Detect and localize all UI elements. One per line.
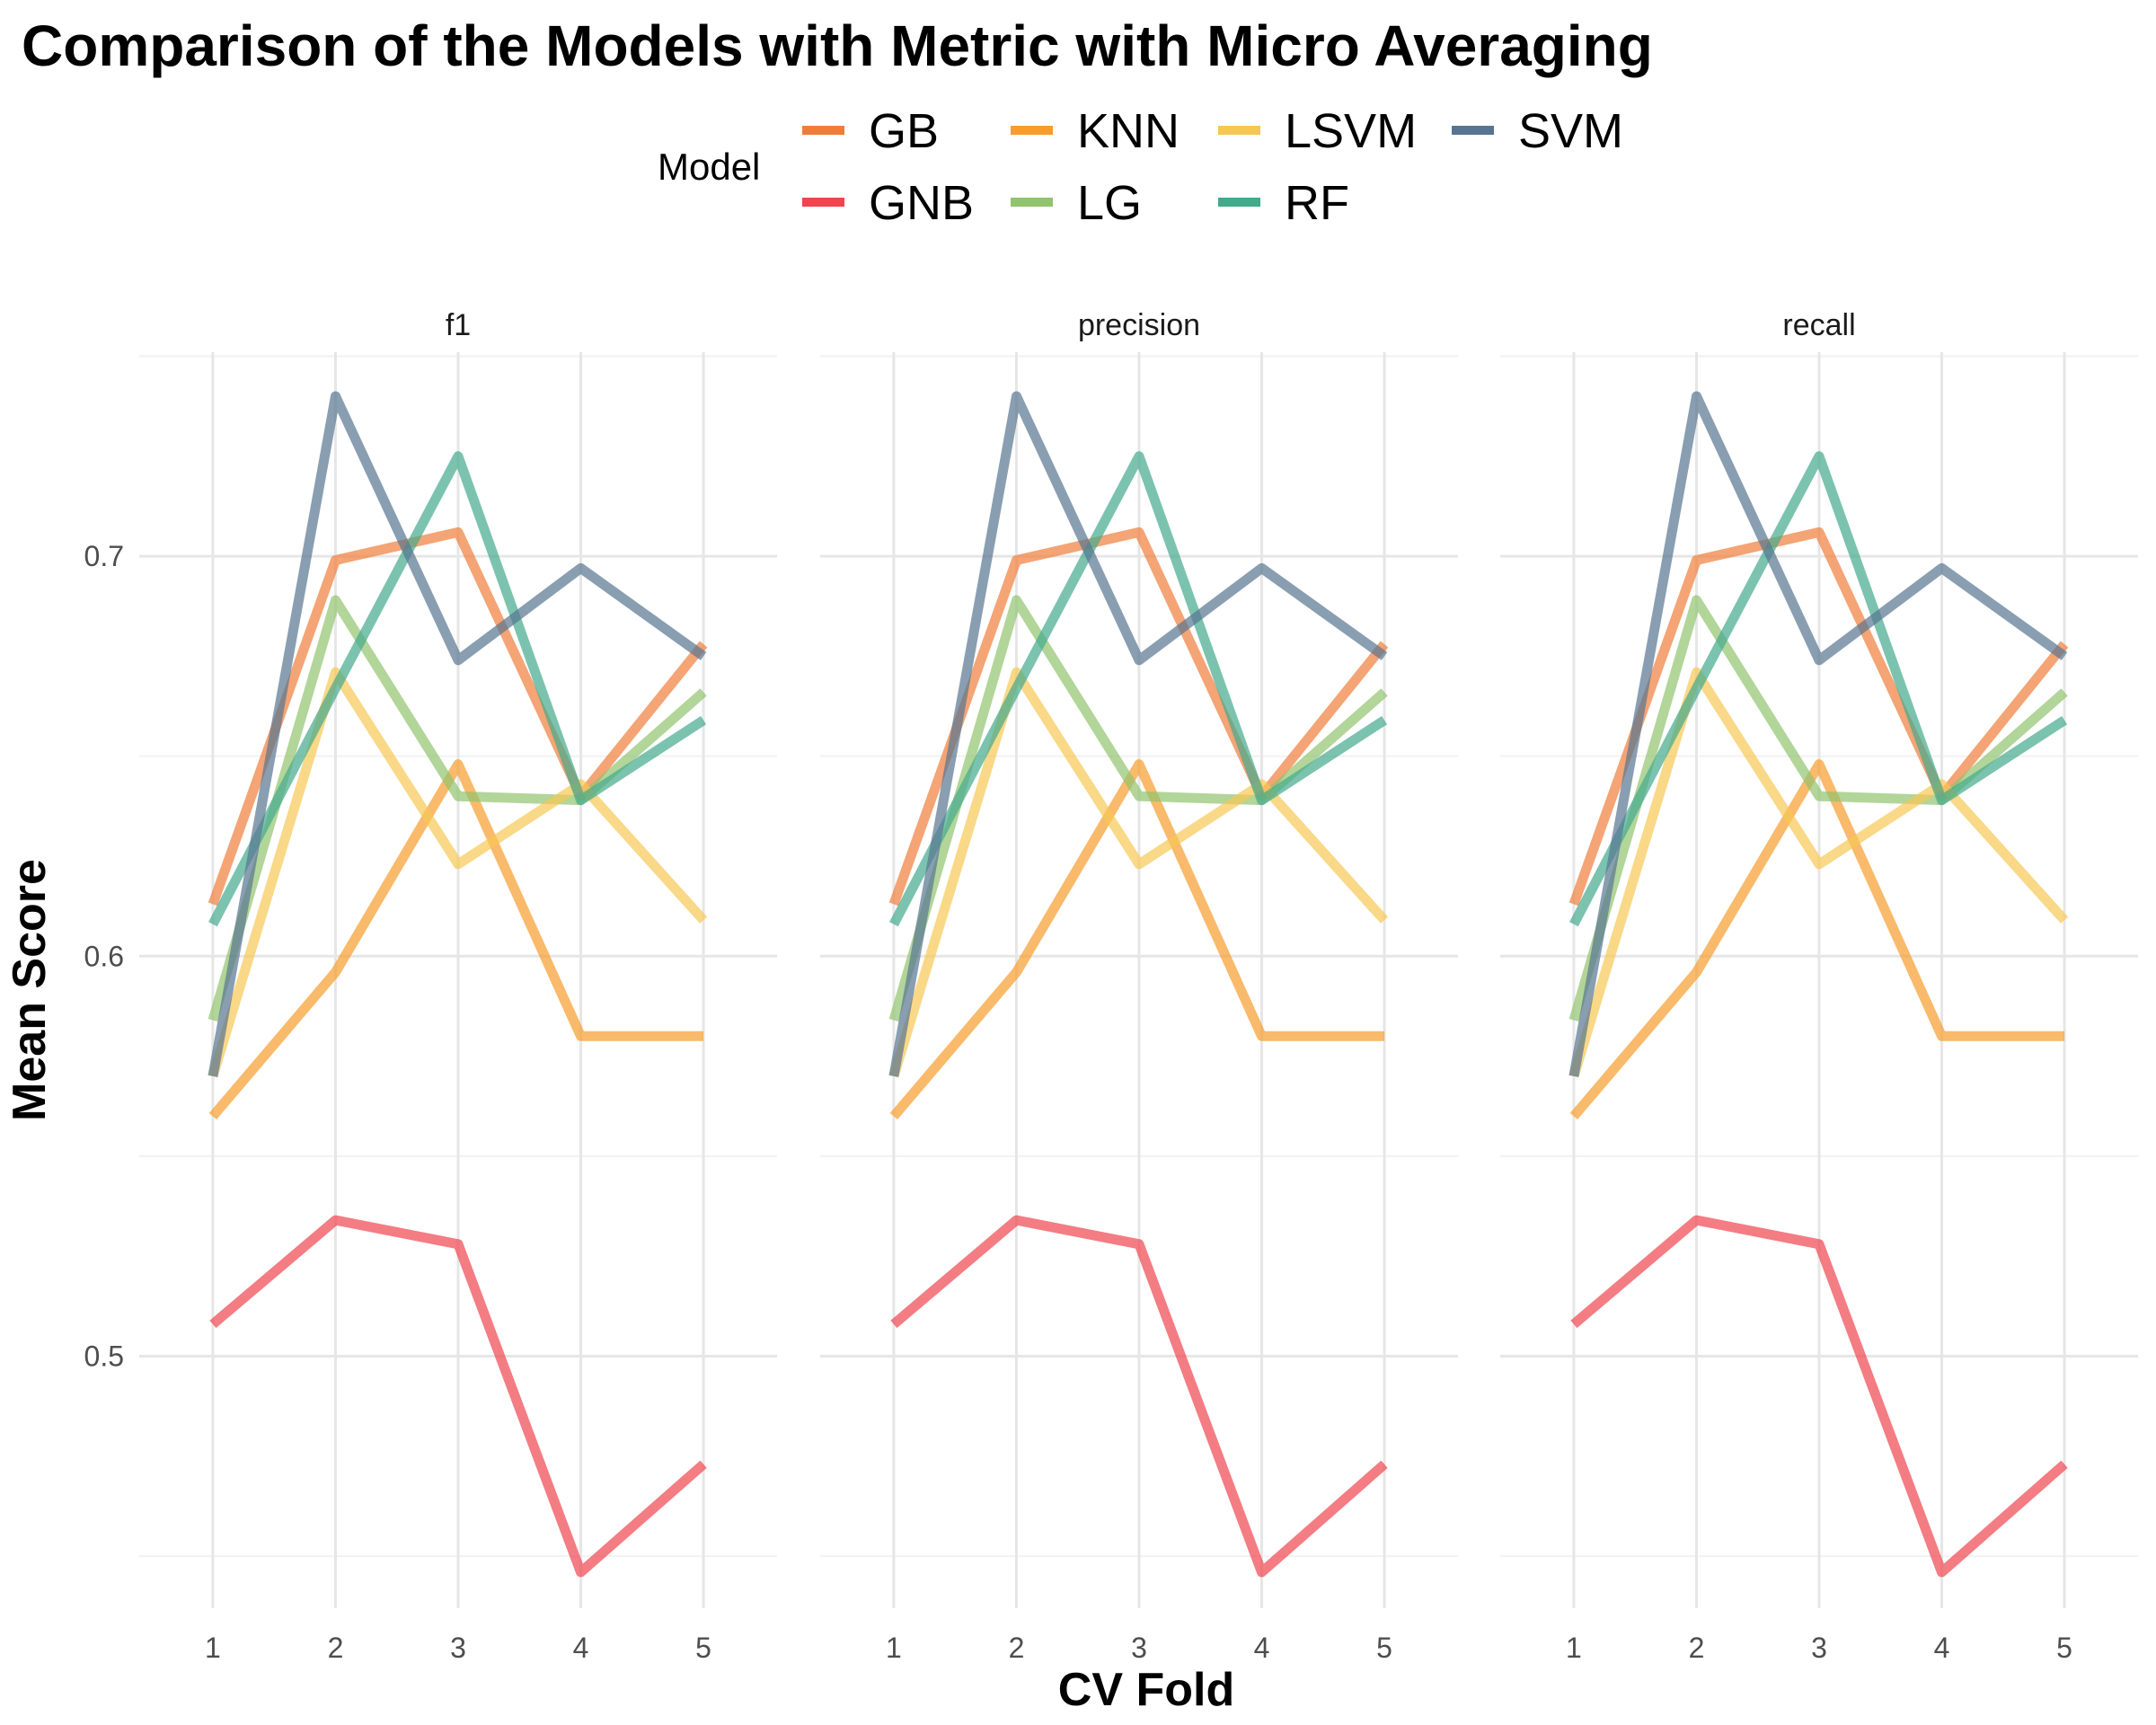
x-tick-label: 5 [1376,1632,1392,1664]
legend-label-lsvm: LSVM [1285,104,1417,158]
x-tick-label: 1 [1566,1632,1582,1664]
x-tick-label: 4 [1934,1632,1950,1664]
legend-label-gb: GB [869,104,939,158]
series-line-gnb [890,1215,1388,1578]
series-line-svm [1568,391,2068,1077]
series-line-gnb [1570,1215,2068,1578]
panel-f1: f1 1 2 3 4 5 0.5 0.6 0.7 [84,308,777,1664]
series-line-lg [1568,595,2068,1022]
x-tick-label: 2 [328,1632,344,1664]
series-line-knn [889,759,1385,1119]
series-line-gb [888,526,1389,907]
series-line-rf [1569,451,2068,927]
x-tick-label: 5 [695,1632,711,1664]
x-tick-label: 2 [1689,1632,1705,1664]
legend-title: Model [658,146,760,188]
legend-label-rf: RF [1285,176,1349,230]
series-line-gnb [209,1215,707,1578]
x-tick-label: 1 [205,1632,221,1664]
x-tick-label: 1 [886,1632,902,1664]
facet-label: recall [1782,308,1855,342]
series-line-lsvm [1568,667,2069,1078]
series-line-rf [889,451,1388,927]
series-line-lsvm [888,667,1389,1078]
facet-panels: f1 1 2 3 4 5 0.5 0.6 0.7 precision 1 2 3 4 5 recall 1 2 3 4… [84,308,2138,1664]
panel-precision: precision 1 2 3 4 5 [820,308,1458,1664]
x-tick-label: 3 [450,1632,466,1664]
chart-title: Comparison of the Models with Metric wit… [22,13,1653,78]
y-tick-label: 0.7 [84,540,124,572]
y-axis-title: Mean Score [4,859,56,1121]
series-line-lg [888,595,1388,1022]
x-tick-label: 3 [1811,1632,1827,1664]
panel-recall: recall 1 2 3 4 5 [1500,308,2138,1664]
legend-label-lg: LG [1077,176,1142,230]
series-line-svm [208,391,707,1077]
x-tick-label: 4 [573,1632,589,1664]
facet-label: precision [1078,308,1200,342]
series-line-svm [888,391,1388,1077]
series-line-lsvm [208,667,708,1078]
series-line-gb [208,526,708,907]
x-tick-label: 5 [2056,1632,2072,1664]
legend-label-gnb: GNB [869,176,974,230]
x-tick-label: 3 [1131,1632,1147,1664]
x-tick-label: 4 [1254,1632,1270,1664]
y-tick-label: 0.6 [84,940,124,972]
facet-label: f1 [446,308,471,342]
legend: Model GB GNB KNN LG LSVM RF SVM [658,104,1623,230]
series-line-knn [1569,759,2065,1119]
legend-label-knn: KNN [1077,104,1180,158]
x-axis-title: CV Fold [1058,1664,1234,1716]
series-line-lg [208,595,707,1022]
legend-label-svm: SVM [1518,104,1623,158]
series-line-knn [208,759,704,1119]
y-tick-label: 0.5 [84,1340,124,1373]
series-line-gb [1568,526,2069,907]
series-line-rf [208,451,707,927]
x-tick-label: 2 [1009,1632,1025,1664]
